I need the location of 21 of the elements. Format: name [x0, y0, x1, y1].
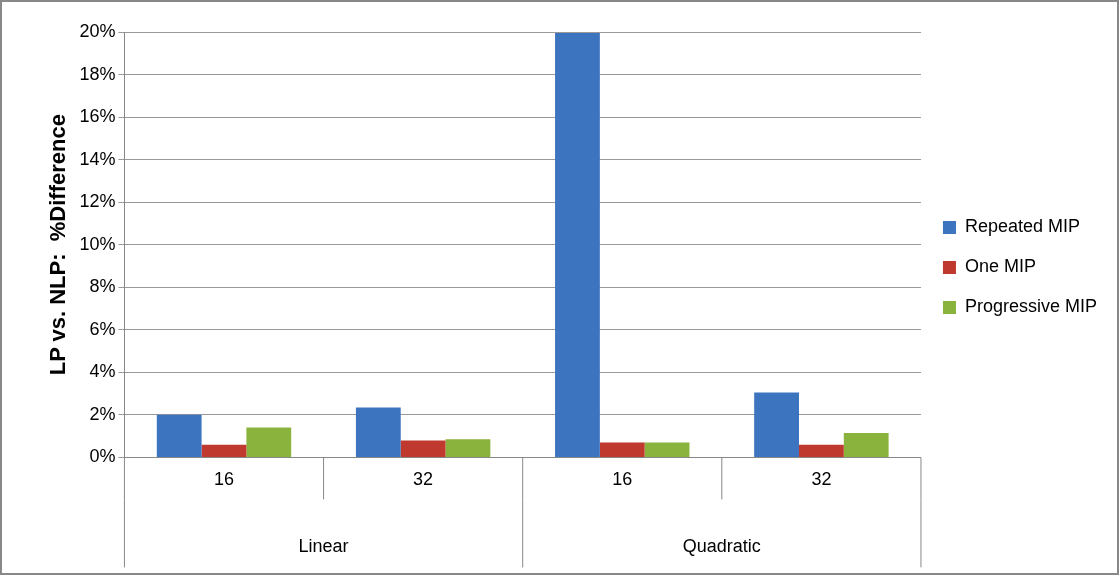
legend-label: One MIP [964, 256, 1036, 277]
y-tick-label: 16% [79, 106, 116, 127]
y-tick-label: 14% [79, 148, 116, 169]
y-axis-title: LP vs. NLP: %Difference [45, 114, 71, 376]
y-tick-label: 6% [89, 318, 116, 339]
legend-label: Repeated MIP [964, 216, 1081, 237]
y-tick-label: 18% [79, 63, 116, 84]
legend-label: Progressive MIP [964, 296, 1098, 317]
y-tick-label: 8% [89, 276, 116, 297]
text: Linear [298, 536, 349, 557]
x-tick-label: 32 [811, 469, 832, 490]
y-tick-label: 20% [79, 20, 116, 41]
y-tick-label: 12% [79, 191, 116, 212]
y-tick-label: 2% [89, 403, 116, 424]
y-tick-label: 0% [89, 446, 116, 467]
y-tick-label: 4% [89, 361, 116, 382]
x-tick-label: 16 [213, 469, 235, 490]
y-tick-label: 10% [79, 233, 116, 254]
text: Quadratic [682, 536, 761, 557]
x-tick-label: 32 [413, 469, 434, 490]
x-tick-label: 16 [612, 469, 633, 490]
